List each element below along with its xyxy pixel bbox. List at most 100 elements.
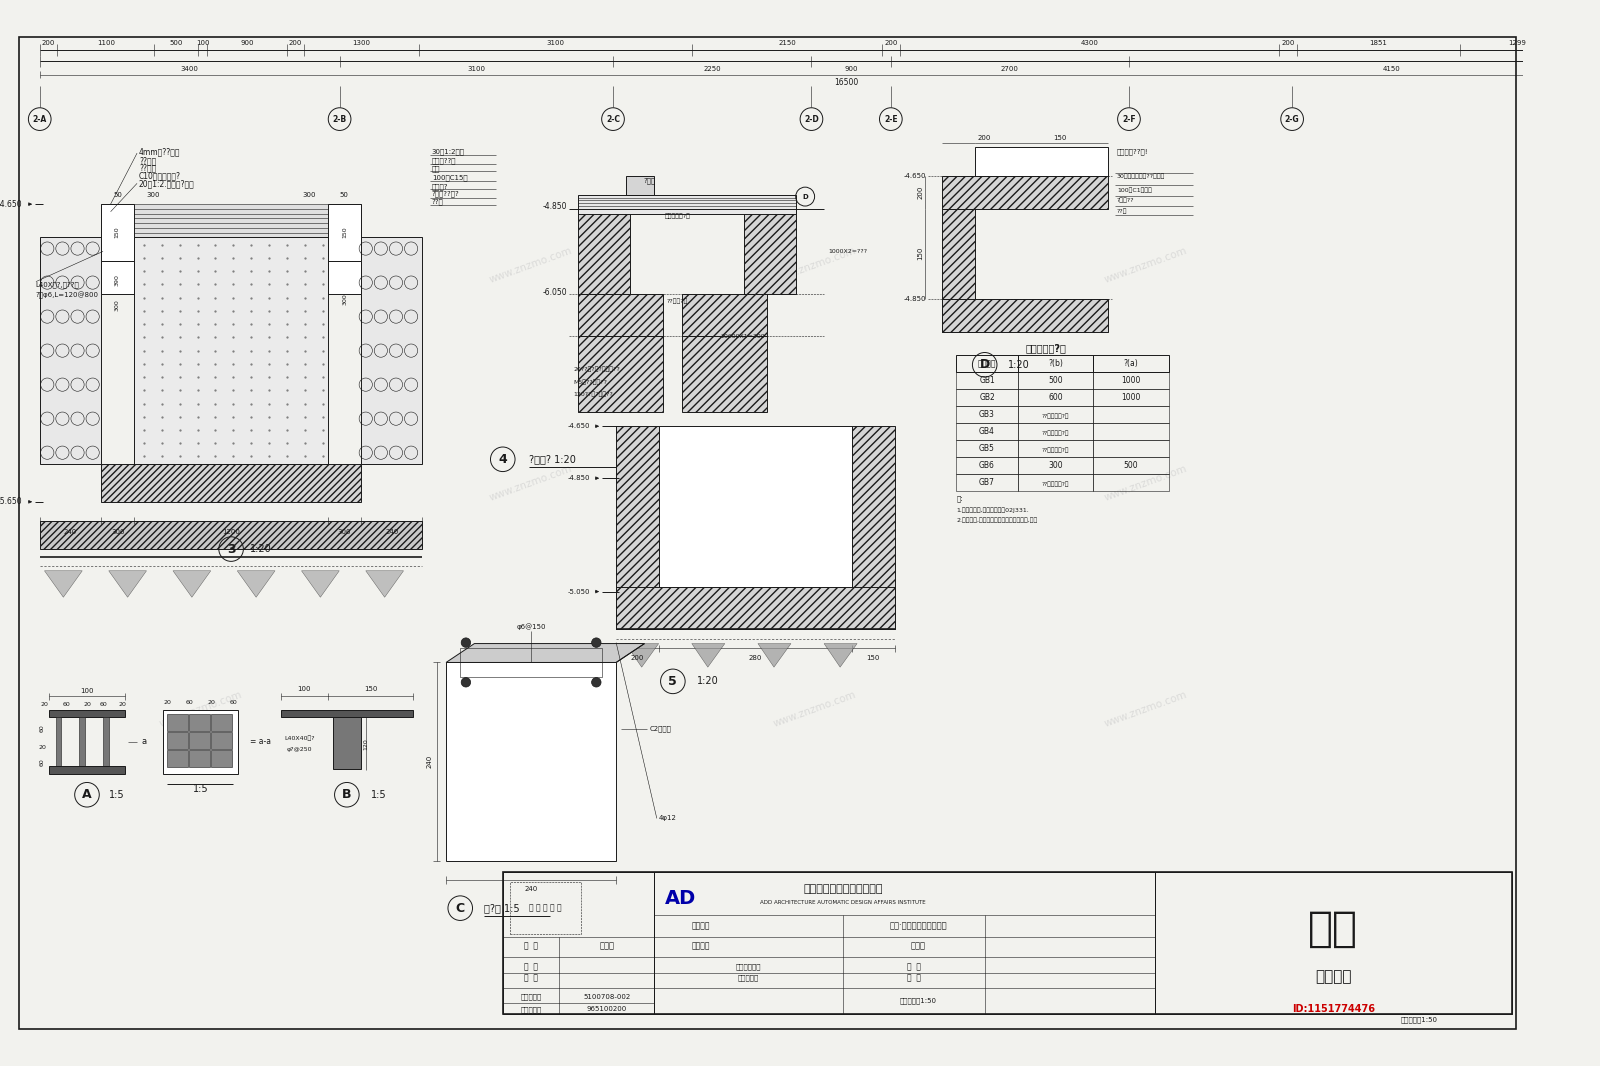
Bar	[957, 372, 1018, 389]
Text: -6.050: -6.050	[542, 288, 566, 296]
Text: 注 册 执 业 章: 注 册 执 业 章	[530, 904, 562, 912]
Bar	[957, 440, 1018, 457]
Text: 60: 60	[62, 702, 70, 708]
Text: www.znzmo.com: www.znzmo.com	[488, 464, 574, 502]
Text: 盖板型号: 盖板型号	[978, 359, 997, 369]
Text: C10混凝土垫层?: C10混凝土垫层?	[139, 172, 181, 180]
Text: A: A	[82, 788, 91, 802]
Polygon shape	[616, 644, 645, 662]
Bar	[56, 717, 61, 766]
Text: 1851: 1851	[1370, 39, 1387, 46]
Polygon shape	[626, 644, 659, 667]
Text: 200: 200	[42, 39, 56, 46]
Text: 20??岩?心?砌筑地??: 20??岩?心?砌筑地??	[574, 367, 621, 372]
Text: 单位：比例1:50: 单位：比例1:50	[1402, 1016, 1438, 1023]
Text: 1200: 1200	[222, 529, 240, 535]
Text: 子项名称: 子项名称	[691, 941, 710, 951]
Text: 150: 150	[115, 227, 120, 239]
Text: 20: 20	[208, 699, 216, 705]
Text: 240: 240	[386, 529, 398, 535]
Text: -4.850: -4.850	[568, 475, 590, 481]
Text: 120??心?砌地??: 120??心?砌地??	[574, 391, 613, 397]
Text: ??根据尺寸?备: ??根据尺寸?备	[1042, 430, 1069, 436]
Text: 建筑完成面?高: 建筑完成面?高	[664, 213, 691, 220]
Bar	[1093, 474, 1170, 491]
Polygon shape	[237, 570, 275, 597]
Bar	[1018, 406, 1093, 423]
Text: GB7: GB7	[979, 479, 995, 487]
Text: 60: 60	[40, 725, 45, 732]
Text: B: B	[342, 788, 352, 802]
Text: 2-A: 2-A	[32, 115, 46, 124]
Text: ??根据尺寸?备: ??根据尺寸?备	[1042, 413, 1069, 419]
Text: 60: 60	[99, 702, 107, 708]
Bar	[957, 355, 1018, 372]
Bar	[510, 882, 581, 934]
Text: 盖板尺寸一?表: 盖板尺寸一?表	[1026, 343, 1067, 353]
Polygon shape	[446, 644, 645, 662]
Bar	[333, 717, 362, 770]
Bar	[211, 714, 232, 731]
Text: 2700: 2700	[1002, 66, 1019, 72]
Text: 20600X1=300: 20600X1=300	[720, 334, 765, 339]
Text: -5.050: -5.050	[568, 588, 590, 595]
Text: 390: 390	[115, 274, 120, 286]
Text: 单位：比例1:50: 单位：比例1:50	[901, 998, 938, 1004]
Text: 1299: 1299	[1509, 39, 1526, 46]
Bar	[168, 714, 189, 731]
Text: 20: 20	[83, 702, 91, 708]
Circle shape	[461, 678, 470, 687]
Text: 4150: 4150	[1382, 66, 1400, 72]
Bar	[578, 195, 795, 213]
Text: ?(b): ?(b)	[1048, 359, 1062, 369]
Bar	[502, 872, 1512, 1014]
Bar	[362, 238, 422, 464]
Bar	[1093, 372, 1170, 389]
Polygon shape	[758, 644, 790, 667]
Bar	[50, 710, 125, 717]
Text: 3: 3	[227, 543, 235, 555]
Text: ??板: ??板	[1117, 208, 1128, 213]
Bar	[40, 520, 422, 549]
Text: 1:20: 1:20	[250, 544, 272, 554]
Text: GB3: GB3	[979, 410, 995, 419]
Bar	[1018, 423, 1093, 440]
Polygon shape	[446, 662, 616, 861]
Text: 150: 150	[917, 246, 923, 260]
Text: 设  计: 设 计	[907, 963, 922, 971]
Text: GB1: GB1	[979, 376, 995, 386]
Circle shape	[461, 637, 470, 647]
Text: ??覆砂: ??覆砂	[139, 164, 157, 173]
Text: -4.850: -4.850	[904, 295, 926, 302]
Text: 200: 200	[917, 185, 923, 198]
Text: ??根据尺寸?备: ??根据尺寸?备	[1042, 447, 1069, 453]
Polygon shape	[824, 644, 858, 667]
Text: L40X角?,通??置: L40X角?,通??置	[35, 281, 78, 288]
Bar	[616, 426, 659, 629]
Text: 审  定: 审 定	[525, 963, 538, 971]
Bar	[957, 406, 1018, 423]
Text: 300: 300	[115, 300, 120, 311]
Text: 2-C: 2-C	[606, 115, 621, 124]
Text: GB5: GB5	[979, 445, 995, 453]
Bar	[976, 147, 1107, 176]
Text: www.znzmo.com: www.znzmo.com	[771, 246, 858, 286]
Text: 板面踏步??制!: 板面踏步??制!	[1117, 149, 1149, 156]
Text: 240: 240	[525, 886, 538, 892]
Bar	[682, 337, 768, 413]
Text: 地下室: 地下室	[910, 941, 926, 951]
Text: 200: 200	[978, 135, 992, 141]
Text: 2150: 2150	[778, 39, 797, 46]
Text: ID:1151774476: ID:1151774476	[1291, 1004, 1374, 1014]
Text: 150: 150	[342, 227, 347, 239]
Text: www.znzmo.com: www.znzmo.com	[1102, 464, 1189, 502]
Text: 20: 20	[40, 702, 48, 708]
Text: C: C	[456, 902, 466, 915]
Text: 280: 280	[749, 655, 762, 661]
Circle shape	[592, 678, 602, 687]
Text: 200: 200	[1282, 39, 1294, 46]
Text: 300: 300	[110, 529, 125, 535]
Text: 1.地沟钢盖板,钢筋详见图纸02J331.: 1.地沟钢盖板,钢筋详见图纸02J331.	[957, 507, 1029, 513]
Bar	[853, 426, 894, 629]
Polygon shape	[366, 570, 403, 597]
